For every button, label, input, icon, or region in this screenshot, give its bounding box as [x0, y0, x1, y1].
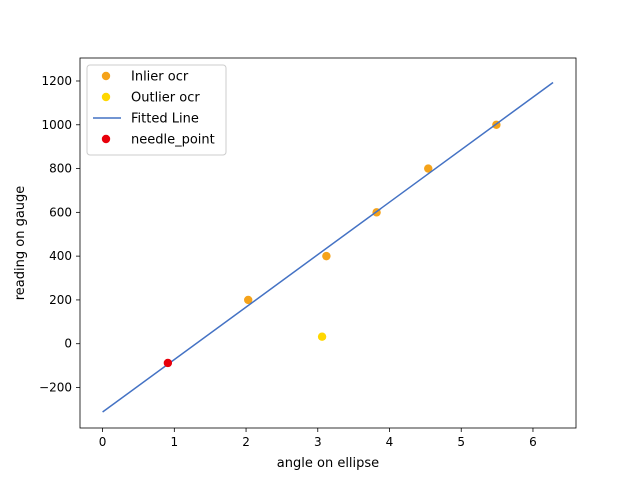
- y-axis-ticks: −200 0 200 400 600 800 1000 1200: [39, 74, 80, 394]
- inlier-ocr-point: [244, 295, 253, 305]
- y-tick-label: 600: [49, 205, 72, 219]
- inlier-ocr-point: [322, 251, 331, 261]
- x-axis-label: angle on ellipse: [277, 456, 379, 471]
- y-tick-label: 0: [64, 337, 72, 351]
- x-tick-label: 0: [99, 435, 107, 449]
- y-tick-label: 1200: [41, 74, 72, 88]
- legend-marker-swatch: [101, 92, 111, 102]
- y-tick-label: 400: [49, 249, 72, 263]
- legend-label: Outlier ocr: [131, 91, 200, 106]
- y-tick-label: 800: [49, 162, 72, 176]
- legend-label: needle_point: [131, 133, 215, 148]
- x-tick-label: 4: [386, 435, 394, 449]
- y-tick-label: −200: [39, 380, 72, 394]
- plot-frame: [79, 57, 577, 429]
- x-axis-ticks: 0 1 2 3 4 5 6: [99, 428, 537, 449]
- legend-label: Inlier ocr: [131, 70, 189, 85]
- inlier-ocr-point: [424, 164, 433, 173]
- y-tick-label: 200: [49, 293, 72, 307]
- x-tick-label: 5: [457, 435, 465, 449]
- y-tick-label: 1000: [41, 118, 72, 132]
- legend-box: [86, 64, 227, 156]
- legend: Inlier ocr Outlier ocr Fitted Line needle_p…: [86, 64, 227, 156]
- x-tick-label: 3: [314, 435, 322, 449]
- legend-marker-swatch: [101, 134, 111, 144]
- needle-point-point: [163, 358, 173, 368]
- chart-marks: [102, 81, 554, 413]
- y-axis-label: reading on gauge: [13, 186, 28, 301]
- legend-label: Fitted Line: [131, 112, 199, 127]
- x-tick-label: 2: [242, 435, 250, 449]
- outlier-ocr-point: [317, 332, 327, 341]
- legend-marker-swatch: [101, 71, 111, 81]
- fitted-line: [102, 81, 554, 413]
- x-tick-label: 6: [529, 435, 537, 449]
- x-tick-label: 1: [171, 435, 179, 449]
